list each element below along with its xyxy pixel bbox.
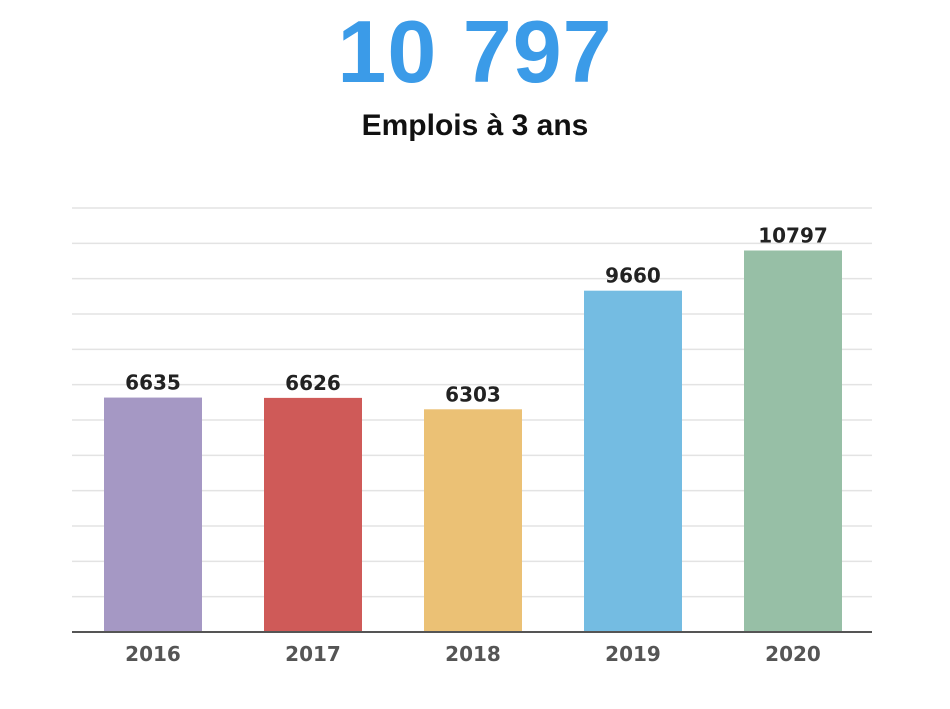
bar-value-label-2017: 6626 [285, 371, 341, 395]
bar-value-label-2016: 6635 [125, 371, 181, 395]
bar-2016 [104, 397, 202, 632]
bar-2019 [584, 290, 682, 632]
x-tick-label-2016: 2016 [125, 642, 181, 666]
headline-value: 10 797 [337, 2, 613, 101]
bars [104, 250, 842, 633]
x-tick-label-2020: 2020 [765, 642, 821, 666]
bar-value-label-2018: 6303 [445, 382, 501, 406]
bar-value-label-2020: 10797 [758, 224, 828, 248]
x-tick-label-2019: 2019 [605, 642, 661, 666]
gridlines [72, 207, 872, 598]
x-tick-label-2018: 2018 [445, 642, 501, 666]
bar-value-labels: 6635 6626 6303 9660 10797 [125, 224, 828, 407]
bar-2017 [264, 397, 362, 632]
x-tick-label-2017: 2017 [285, 642, 341, 666]
headline-subtitle: Emplois à 3 ans [361, 109, 589, 142]
bar-2018 [424, 409, 522, 632]
x-axis-ticks: 2016 2017 2018 2019 2020 [125, 642, 821, 666]
bar-2020 [744, 250, 842, 633]
bar-value-label-2019: 9660 [605, 264, 661, 288]
